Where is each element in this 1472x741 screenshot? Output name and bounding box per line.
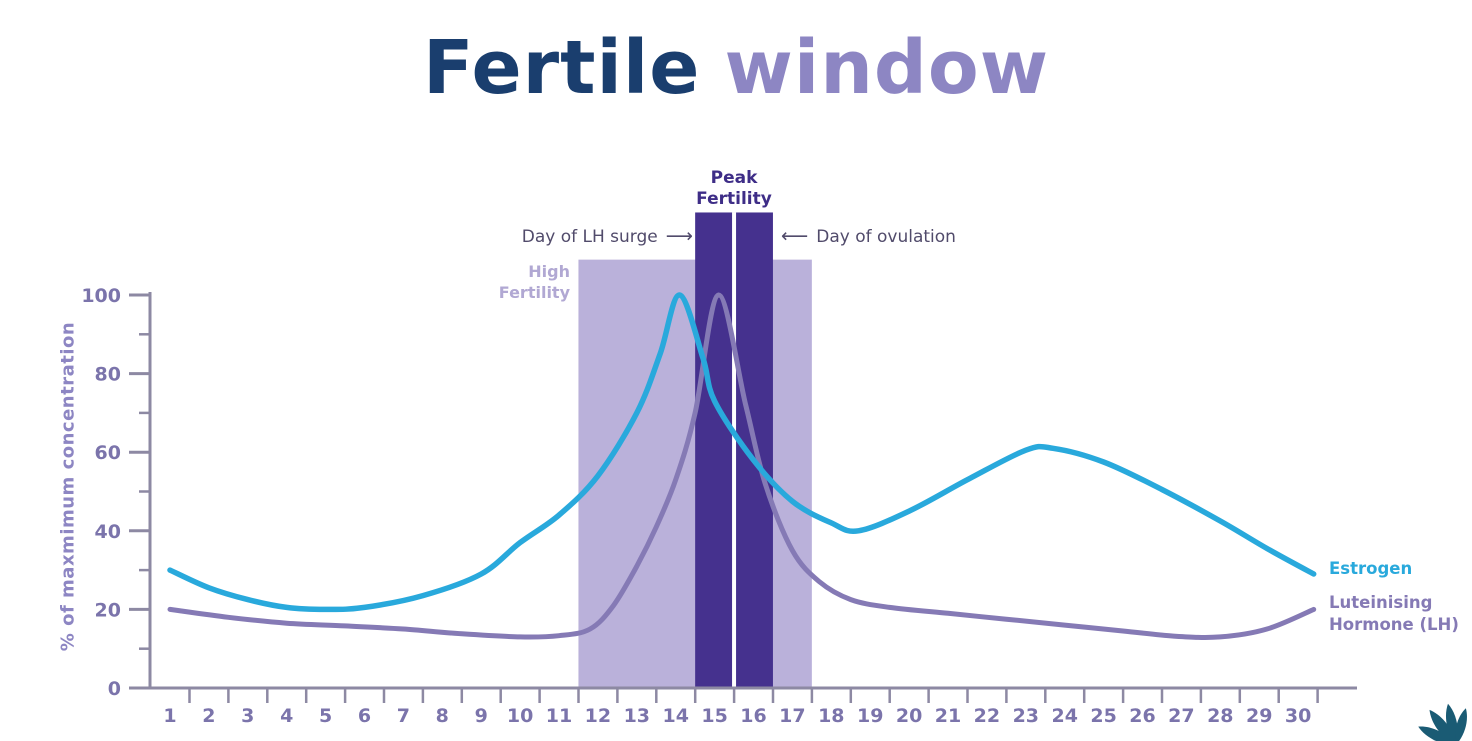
ovulation-annotation: ⟵ Day of ovulation: [781, 227, 956, 247]
peak-fertility-label: Peak Fertility: [682, 168, 786, 211]
x-tick-label: 1: [163, 705, 176, 725]
y-tick-label: 80: [95, 364, 121, 386]
x-tick-label: 19: [857, 705, 883, 725]
x-tick-label: 12: [585, 705, 611, 725]
x-tick-label: 25: [1090, 705, 1116, 725]
arrow-left-icon: ⟵: [781, 227, 808, 246]
x-tick-label: 22: [974, 705, 1000, 725]
x-tick-label: 14: [662, 705, 688, 725]
x-tick-label: 7: [397, 705, 410, 725]
x-tick-label: 11: [546, 705, 572, 725]
x-tick-label: 23: [1013, 705, 1039, 725]
x-tick-label: 15: [701, 705, 727, 725]
x-tick-label: 8: [436, 705, 449, 725]
y-tick-label: 100: [81, 285, 121, 307]
y-tick-label: 0: [108, 678, 121, 700]
x-tick-label: 20: [896, 705, 922, 725]
x-tick-label: 16: [740, 705, 766, 725]
x-tick-label: 21: [935, 705, 961, 725]
y-tick-label: 20: [95, 599, 121, 621]
x-tick-label: 9: [475, 705, 488, 725]
x-tick-label: 26: [1129, 705, 1155, 725]
lh-series-label: Luteinising Hormone (LH): [1329, 592, 1461, 637]
estrogen-series-label: Estrogen: [1329, 559, 1412, 578]
high-fertility-label: High Fertility: [494, 262, 570, 304]
lh-surge-annotation: Day of LH surge ⟶: [522, 227, 693, 247]
y-tick-label: 60: [95, 442, 121, 464]
x-tick-label: 29: [1246, 705, 1272, 725]
x-tick-label: 13: [624, 705, 650, 725]
x-tick-label: 2: [202, 705, 215, 725]
ovulation-label: Day of ovulation: [816, 227, 956, 247]
x-tick-label: 18: [818, 705, 844, 725]
x-tick-label: 30: [1285, 705, 1311, 725]
x-tick-label: 5: [319, 705, 332, 725]
y-axis-title: % of maxmimum concentration: [58, 287, 79, 687]
x-tick-label: 10: [507, 705, 533, 725]
x-tick-label: 6: [358, 705, 371, 725]
y-tick-label: 40: [95, 521, 121, 543]
x-tick-label: 3: [241, 705, 254, 725]
x-tick-label: 28: [1207, 705, 1233, 725]
arrow-right-icon: ⟶: [666, 227, 693, 246]
x-tick-label: 24: [1051, 705, 1077, 725]
x-tick-label: 27: [1168, 705, 1194, 725]
band-divider-line: [732, 212, 736, 688]
leaf-burst-logo-icon: [1364, 671, 1472, 741]
lh-surge-label: Day of LH surge: [522, 227, 658, 247]
x-tick-label: 17: [779, 705, 805, 725]
x-tick-label: 4: [280, 705, 293, 725]
